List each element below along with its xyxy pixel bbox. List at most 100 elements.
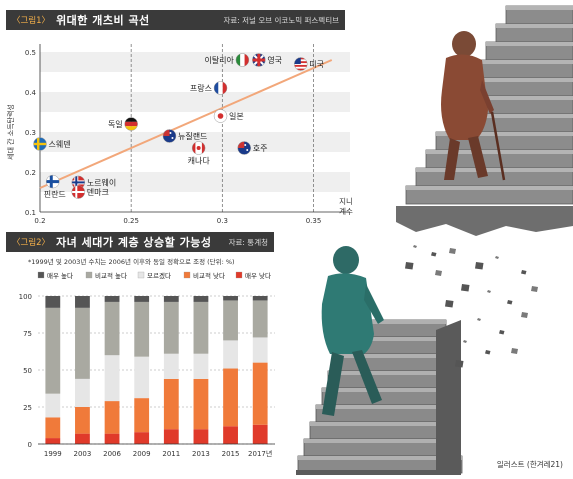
point-label: 뉴질랜드 xyxy=(178,131,207,141)
bar-segment: 2017년 비교적 낮다: 42 xyxy=(252,362,268,425)
x-tick-label: 2017년 xyxy=(248,449,272,458)
svg-text:매우 낮다: 매우 낮다 xyxy=(245,271,271,280)
rubble-piece xyxy=(495,256,499,259)
lower-staircase xyxy=(296,319,463,475)
bar-segment: 2017년 매우 높다: 3 xyxy=(252,296,268,301)
point-germany: 독일독일 xyxy=(108,117,138,131)
rubble-piece xyxy=(431,252,437,257)
x-tick-label: 0.35 xyxy=(306,217,322,225)
bar-segment: 2013 매우 높다: 4 xyxy=(193,296,209,302)
bar-segment: 2015 매우 높다: 3 xyxy=(223,296,238,301)
bar-segment: 2017년 매우 낮다: 13 xyxy=(252,424,268,444)
bar-segment: 2013 매우 낮다: 10 xyxy=(193,429,209,444)
bar-segment: 2006 모르겠다: 31 xyxy=(104,355,120,402)
bar-segment: 1999 매우 높다: 8 xyxy=(45,296,61,308)
point-sweden: 스웨덴스웨덴 xyxy=(33,137,71,151)
x-axis-label-line2: 계수 xyxy=(339,206,353,216)
legend-item: 모르겠다 xyxy=(137,271,171,280)
point-italy: 이탈리아이탈리아 xyxy=(204,53,250,67)
x-tick-label: 2015 xyxy=(222,450,240,458)
bar-segment: 2006 비교적 높다: 36 xyxy=(104,301,120,356)
y-tick-label: 0.1 xyxy=(25,209,36,217)
rubble-piece xyxy=(405,262,414,270)
bar-segment: 2003 비교적 높다: 48 xyxy=(75,307,90,379)
bar-segment: 2011 모르겠다: 17 xyxy=(163,353,179,379)
point-label: 핀란드 xyxy=(44,189,66,199)
y-tick-label: 100 xyxy=(19,293,32,301)
point-finland: 핀란드핀란드 xyxy=(44,174,66,199)
y-axis-label: 세대 간 소득탄력성 xyxy=(6,104,15,160)
bar-segment: 2013 비교적 낮다: 34 xyxy=(193,378,209,430)
mobility-stacked-bar-chart: 매우 높다 비교적 높다 모르겠다 비교적 낮다 매우 낮다 1999 매우 낮다: 4… xyxy=(19,271,275,458)
y-tick-label: 50 xyxy=(23,367,32,375)
rubble-piece xyxy=(477,318,481,321)
legend-item: 비교적 높다 xyxy=(85,271,127,280)
bar-segment: 2011 비교적 높다: 35 xyxy=(163,301,179,354)
rubble-piece xyxy=(531,286,538,292)
point-label: 독일 xyxy=(108,120,123,129)
rubble-piece xyxy=(445,300,454,308)
chart2-title: 자녀 세대가 계층 상승할 가능성 xyxy=(56,236,212,249)
chart2-tag: 〈그림2〉 xyxy=(12,238,51,248)
x-tick-label: 0.3 xyxy=(217,217,228,225)
point-canada: 캐나다캐나다 xyxy=(188,141,211,166)
point-label: 덴마크 xyxy=(87,188,109,197)
bar-segment: 2009 모르겠다: 28 xyxy=(134,356,150,399)
x-tick-label: 1999 xyxy=(44,450,62,458)
legend-item: 매우 높다 xyxy=(37,271,73,280)
bar-segment: 2017년 모르겠다: 17 xyxy=(252,337,268,363)
bar-segment: 2015 비교적 낮다: 39 xyxy=(223,368,238,427)
rubble-piece xyxy=(521,270,527,275)
rubble-piece xyxy=(487,290,491,293)
illustration-credit: 일러스트 (한겨레21) xyxy=(496,460,563,469)
bar-segment: 2015 비교적 높다: 27 xyxy=(223,300,238,341)
y-tick-label: 75 xyxy=(23,330,32,338)
bar-segment: 2013 비교적 높다: 35 xyxy=(193,301,209,354)
point-denmark: 덴마크덴마크 xyxy=(71,185,109,199)
bar-segment: 2013 모르겠다: 17 xyxy=(193,353,209,379)
elderly-figure xyxy=(441,31,506,181)
point-label: 일본 xyxy=(229,112,244,121)
bar-segment: 2011 비교적 낮다: 34 xyxy=(163,378,179,430)
svg-text:비교적 낮다: 비교적 낮다 xyxy=(193,271,225,280)
rubble-piece xyxy=(435,270,442,276)
rubble-piece xyxy=(463,340,467,343)
chart2-source: 자료: 통계청 xyxy=(228,237,268,247)
point-uk: 영국 영국 xyxy=(252,53,282,67)
chart1-source: 자료: 저널 오브 이코노믹 퍼스펙티브 xyxy=(223,15,339,25)
bar-segment: 1999 매우 낮다: 4 xyxy=(45,438,61,444)
bar-segment: 2009 비교적 낮다: 23 xyxy=(134,398,150,433)
bar-segment: 2006 매우 낮다: 7 xyxy=(104,433,120,444)
bar-segment: 2003 비교적 낮다: 18 xyxy=(75,407,90,434)
svg-text:비교적 높다: 비교적 높다 xyxy=(95,271,127,280)
y-tick-label: 0 xyxy=(28,441,32,449)
point-france: 프랑스프랑스 xyxy=(190,81,228,95)
young-figure xyxy=(321,246,384,416)
svg-text:모르겠다: 모르겠다 xyxy=(147,271,171,280)
legend-item: 비교적 낮다 xyxy=(183,271,225,280)
point-label: 호주 xyxy=(253,144,268,153)
point-label: 캐나다 xyxy=(188,157,211,166)
bar-segment: 2011 매우 높다: 4 xyxy=(163,296,179,302)
y-tick-label: 0.2 xyxy=(25,169,36,177)
rubble-piece xyxy=(449,248,456,254)
bar-segment: 2006 매우 높다: 4 xyxy=(104,296,120,302)
point-label: 노르웨이 xyxy=(87,177,116,187)
point-label: 스웨덴 xyxy=(49,139,71,149)
x-tick-label: 2006 xyxy=(103,450,121,458)
bar-segment: 2009 매우 높다: 4 xyxy=(134,296,150,302)
rubble-piece xyxy=(499,330,505,335)
rubble-piece xyxy=(455,360,464,368)
bar-segment: 2003 모르겠다: 19 xyxy=(75,378,90,407)
stair-side-wall xyxy=(296,320,461,475)
x-axis-label-line1: 지니 xyxy=(339,197,353,206)
x-tick-label: 2003 xyxy=(74,450,92,458)
svg-text:매우 높다: 매우 높다 xyxy=(47,271,73,280)
bar-segment: 2015 매우 낮다: 12 xyxy=(223,426,238,444)
y-tick-label: 0.3 xyxy=(25,129,36,137)
chart1-tag: 〈그림1〉 xyxy=(12,16,51,26)
bar-segment: 2003 매우 낮다: 7 xyxy=(75,433,90,444)
point-label: 이탈리아 xyxy=(204,55,234,65)
bar-segment: 2011 매우 낮다: 10 xyxy=(163,429,179,444)
point-japan: 일본일본 xyxy=(213,109,244,123)
